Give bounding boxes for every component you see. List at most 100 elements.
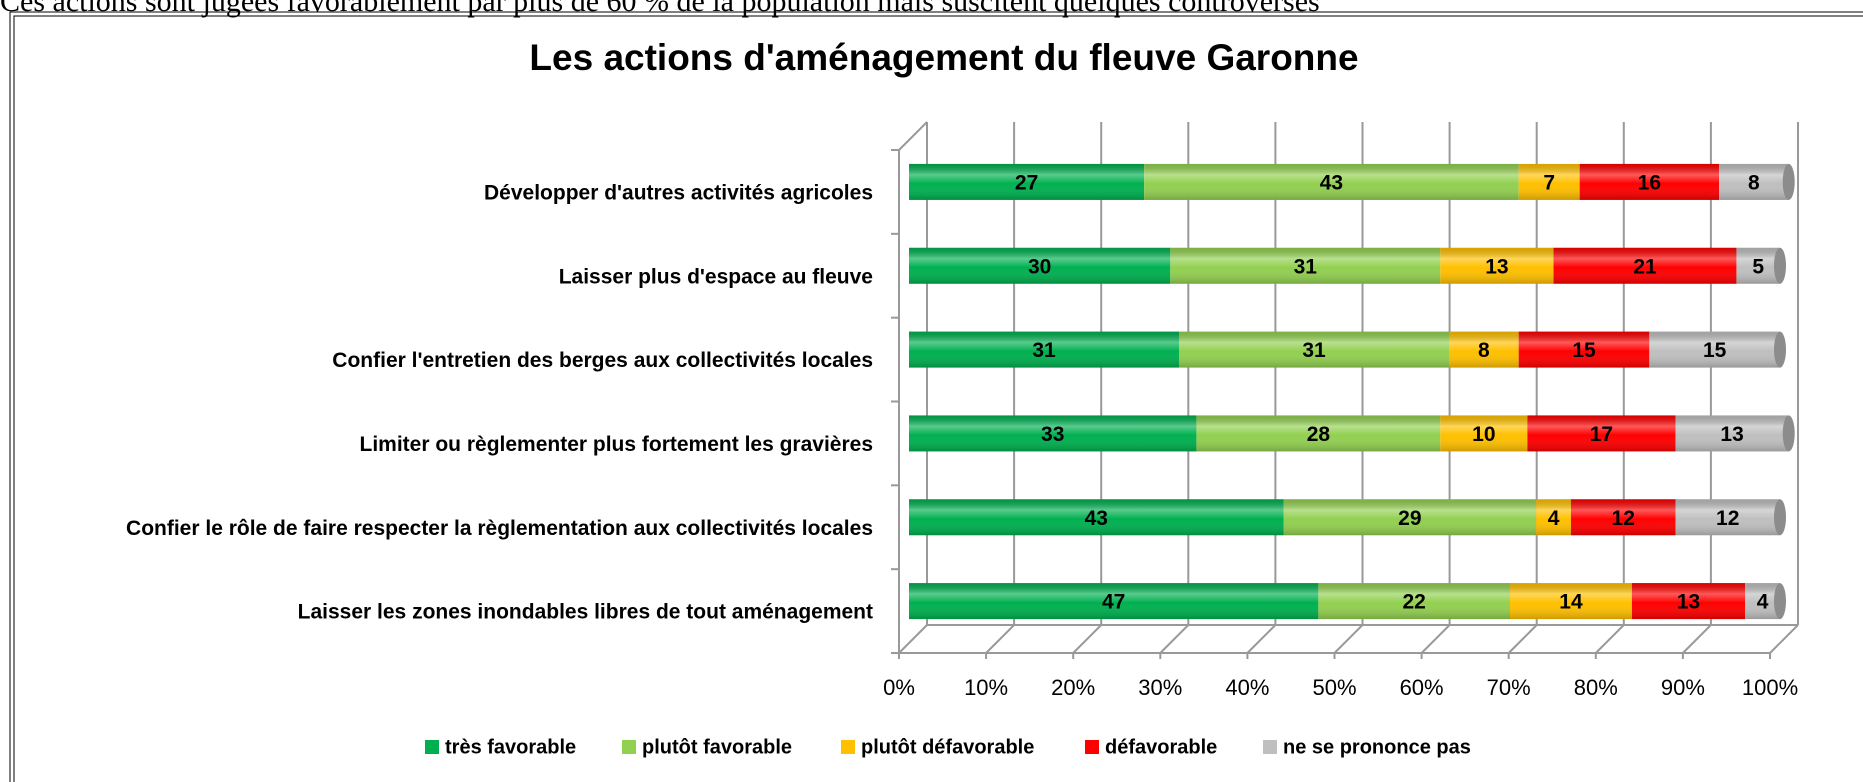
x-tick-label: 0% bbox=[883, 675, 915, 700]
floor-line bbox=[1769, 624, 1799, 654]
bar-shade bbox=[1719, 163, 1789, 200]
bar-end bbox=[1774, 331, 1786, 368]
y-tick-label: Laisser plus d'espace au fleuve bbox=[559, 265, 873, 288]
legend-swatch bbox=[425, 740, 439, 754]
x-tick-label: 40% bbox=[1225, 675, 1269, 700]
value-label: 4 bbox=[1757, 591, 1769, 614]
bar-end bbox=[1774, 583, 1786, 620]
left-wall-top bbox=[898, 121, 928, 151]
legend-label: très favorable bbox=[445, 736, 576, 758]
bar-shade bbox=[1449, 331, 1519, 368]
bar-shade bbox=[1675, 499, 1780, 536]
value-label: 29 bbox=[1398, 507, 1421, 530]
floor-line bbox=[1072, 624, 1102, 654]
legend-swatch bbox=[622, 740, 636, 754]
legend-label: défavorable bbox=[1105, 736, 1217, 758]
bar-shade bbox=[909, 247, 1171, 284]
frame-inner bbox=[13, 15, 1863, 782]
frame-outer bbox=[9, 11, 1863, 782]
value-label: 5 bbox=[1752, 255, 1764, 278]
floor-line bbox=[1333, 624, 1364, 654]
x-tick-label: 10% bbox=[964, 675, 1008, 700]
value-label: 30 bbox=[1028, 255, 1051, 278]
bar-shade bbox=[909, 583, 1319, 620]
value-label: 43 bbox=[1085, 507, 1108, 530]
value-label: 13 bbox=[1720, 423, 1743, 446]
bar-shade bbox=[1570, 499, 1676, 536]
value-label: 13 bbox=[1485, 255, 1508, 278]
value-label: 31 bbox=[1302, 339, 1326, 362]
x-tick-label: 20% bbox=[1051, 675, 1095, 700]
x-tick-label: 100% bbox=[1742, 675, 1798, 700]
value-label: 8 bbox=[1748, 171, 1760, 194]
floor-line bbox=[1682, 624, 1712, 654]
value-label: 22 bbox=[1403, 591, 1426, 614]
value-label: 31 bbox=[1032, 339, 1056, 362]
floor-line bbox=[985, 624, 1015, 654]
value-label: 12 bbox=[1716, 507, 1739, 530]
value-label: 33 bbox=[1041, 423, 1064, 446]
bar-shade bbox=[1518, 331, 1650, 368]
x-tick-label: 60% bbox=[1400, 675, 1444, 700]
bar-shade bbox=[909, 163, 1145, 200]
y-tick-label: Développer d'autres activités agricoles bbox=[484, 181, 873, 204]
value-label: 15 bbox=[1703, 339, 1727, 362]
x-tick-label: 30% bbox=[1138, 675, 1182, 700]
legend-swatch bbox=[1085, 740, 1099, 754]
bar-shade bbox=[1518, 163, 1580, 200]
value-label: 8 bbox=[1478, 339, 1490, 362]
legend-label: ne se prononce pas bbox=[1283, 736, 1471, 758]
bar-shade bbox=[1579, 163, 1720, 200]
bar-shade bbox=[1170, 247, 1441, 284]
bar-shade bbox=[1527, 415, 1676, 452]
value-label: 12 bbox=[1612, 507, 1635, 530]
bar-shade bbox=[1675, 415, 1789, 452]
floor-line bbox=[1246, 624, 1277, 654]
bar-shade bbox=[1736, 247, 1780, 284]
value-label: 27 bbox=[1015, 171, 1038, 194]
bar-shade bbox=[1144, 163, 1519, 200]
caption: Ces actions sont jugées favorablement pa… bbox=[0, 0, 1320, 18]
x-tick-label: 80% bbox=[1574, 675, 1618, 700]
value-label: 7 bbox=[1543, 171, 1555, 194]
y-tick-label: Confier le rôle de faire respecter la rè… bbox=[126, 517, 873, 540]
y-tick-label: Laisser les zones inondables libres de t… bbox=[298, 601, 873, 624]
bar-shade bbox=[1631, 583, 1746, 620]
value-label: 43 bbox=[1320, 171, 1343, 194]
value-label: 13 bbox=[1677, 591, 1700, 614]
floor-line bbox=[1507, 624, 1538, 654]
legend-label: plutôt défavorable bbox=[861, 736, 1034, 758]
bar-end bbox=[1782, 415, 1795, 452]
floor-line bbox=[1595, 624, 1625, 654]
value-label: 4 bbox=[1548, 507, 1560, 530]
chart-title: Les actions d'aménagement du fleuve Garo… bbox=[529, 37, 1358, 78]
bar-shade bbox=[1196, 415, 1441, 452]
value-label: 16 bbox=[1638, 171, 1661, 194]
y-tick-label: Limiter ou règlementer plus fortement le… bbox=[360, 433, 874, 456]
value-label: 47 bbox=[1102, 591, 1125, 614]
x-tick-label: 50% bbox=[1312, 675, 1356, 700]
value-label: 15 bbox=[1572, 339, 1596, 362]
bar-shade bbox=[1536, 499, 1571, 536]
bar-end bbox=[1774, 247, 1786, 284]
legend-swatch bbox=[1263, 740, 1277, 754]
value-label: 28 bbox=[1307, 423, 1331, 446]
value-label: 10 bbox=[1472, 423, 1495, 446]
bar-shade bbox=[1283, 499, 1537, 536]
bar-shade bbox=[1509, 583, 1632, 620]
floor-line bbox=[898, 624, 928, 654]
bar-shade bbox=[1553, 247, 1737, 284]
bar-shade bbox=[909, 415, 1197, 452]
legend-swatch bbox=[841, 740, 855, 754]
value-label: 14 bbox=[1559, 591, 1583, 614]
floor-line bbox=[1420, 624, 1451, 654]
bar-shade bbox=[1440, 247, 1554, 284]
bar-shade bbox=[1649, 331, 1780, 368]
value-label: 21 bbox=[1633, 255, 1657, 278]
bar-shade bbox=[909, 331, 1180, 368]
bar-shade bbox=[1440, 415, 1528, 452]
value-label: 31 bbox=[1294, 255, 1318, 278]
value-label: 17 bbox=[1590, 423, 1613, 446]
